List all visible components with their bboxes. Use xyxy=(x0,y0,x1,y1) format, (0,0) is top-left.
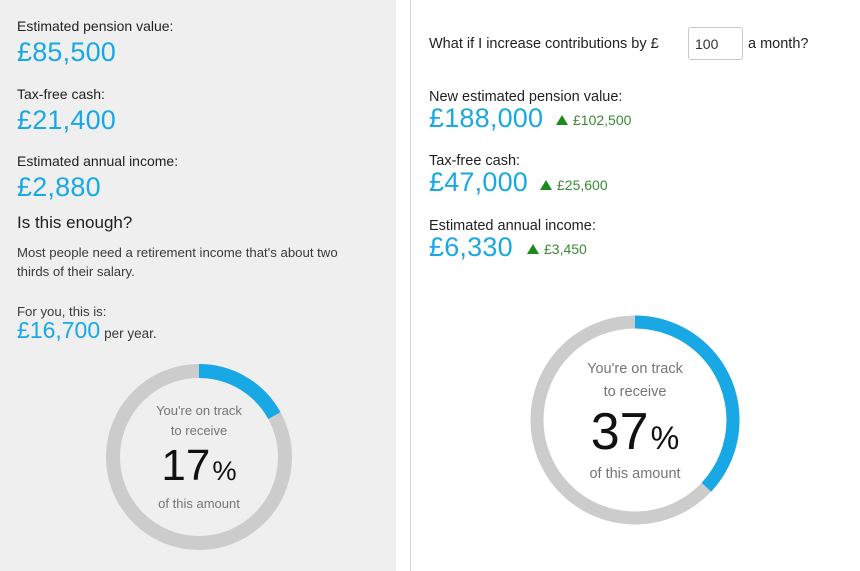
annual-income-value: £2,880 xyxy=(17,172,101,202)
gauge-on-track-text: You're on track xyxy=(156,403,242,418)
gauge-of-amount-text: of this amount xyxy=(589,466,681,482)
gauge-percent-symbol: % xyxy=(212,455,237,486)
new-annual-income-value: £6,330 xyxy=(429,232,513,262)
pension-increase: £102,500 xyxy=(556,112,631,128)
gauge-progress-arc xyxy=(530,315,740,525)
gauge-percentage: 17% xyxy=(105,441,293,491)
new-pension-value-label: New estimated pension value: xyxy=(429,89,623,105)
contribution-suffix: a month? xyxy=(748,36,809,52)
projected-progress-gauge: You're on track to receive 37% of this a… xyxy=(529,314,741,526)
tax-free-cash-increase: £25,600 xyxy=(540,177,608,193)
pension-value: £85,500 xyxy=(17,37,116,67)
new-tax-free-cash-value: £47,000 xyxy=(429,167,528,197)
per-year-label: per year. xyxy=(104,326,157,341)
gauge-to-receive-text: to receive xyxy=(170,423,228,438)
triangle-up-icon xyxy=(527,244,539,254)
gauge-of-amount-text: of this amount xyxy=(158,496,240,511)
new-annual-income-label: Estimated annual income: xyxy=(429,218,596,234)
contribution-amount-input[interactable] xyxy=(688,27,743,60)
gauge-progress-arc xyxy=(106,364,292,550)
pension-value-label: Estimated pension value: xyxy=(17,18,174,34)
gauge-percentage: 37% xyxy=(529,402,741,462)
panel-divider xyxy=(410,0,411,571)
gauge-on-track-text: You're on track xyxy=(587,361,683,377)
gauge-percent-symbol: % xyxy=(650,420,680,456)
enough-explanation: Most people need a retirement income tha… xyxy=(17,245,338,279)
new-tax-free-cash-label: Tax-free cash: xyxy=(429,153,521,169)
current-progress-gauge: You're on track to receive 17% of this a… xyxy=(105,363,293,551)
gauge-percent-number: 17 xyxy=(161,441,211,490)
tax-free-cash-value: £21,400 xyxy=(17,105,116,135)
gauge-to-receive-text: to receive xyxy=(603,384,667,400)
contribution-question: What if I increase contributions by £ xyxy=(429,36,659,52)
pension-increase-amount: £102,500 xyxy=(573,112,632,128)
annual-income-label: Estimated annual income: xyxy=(17,153,179,169)
current-summary-panel: Estimated pension value: £85,500 Tax-fre… xyxy=(0,0,396,571)
target-income-value: £16,700 xyxy=(17,317,101,343)
new-pension-value: £188,000 xyxy=(429,103,544,133)
triangle-up-icon xyxy=(556,115,568,125)
is-this-enough-heading: Is this enough? xyxy=(17,213,133,232)
triangle-up-icon xyxy=(540,180,552,190)
annual-income-increase: £3,450 xyxy=(527,241,587,257)
tax-free-cash-increase-amount: £25,600 xyxy=(557,177,608,193)
annual-income-increase-amount: £3,450 xyxy=(544,241,587,257)
target-income: £16,700 per year. xyxy=(17,317,157,344)
gauge-percent-number: 37 xyxy=(590,403,649,461)
for-you-label: For you, this is: xyxy=(17,304,107,319)
tax-free-cash-label: Tax-free cash: xyxy=(17,86,105,102)
